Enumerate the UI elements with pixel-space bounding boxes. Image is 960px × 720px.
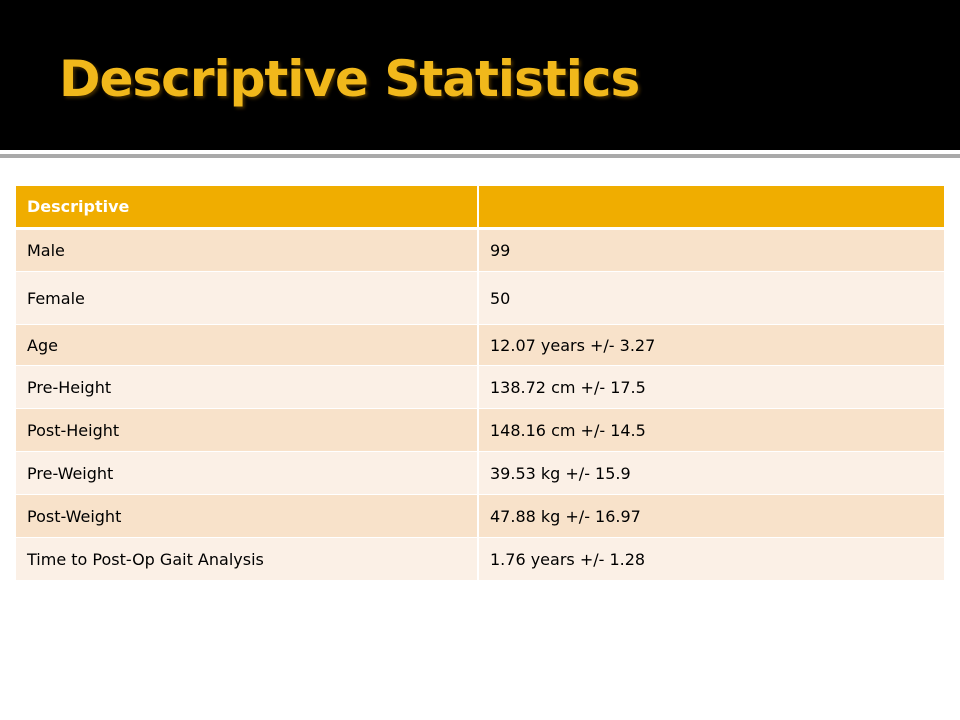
row-label: Post-Height	[16, 408, 479, 452]
table-row: Age 12.07 years +/- 3.27	[16, 324, 944, 366]
row-value: 12.07 years +/- 3.27	[478, 324, 944, 366]
row-value: 47.88 kg +/- 16.97	[478, 494, 944, 538]
title-divider-white	[0, 150, 960, 154]
row-value: 39.53 kg +/- 15.9	[478, 451, 944, 495]
table-header-row: Descriptive	[16, 186, 944, 230]
row-label: Age	[16, 324, 479, 366]
row-label: Male	[16, 228, 479, 272]
row-value: 99	[478, 228, 944, 272]
title-bar: Descriptive Statistics	[0, 0, 960, 150]
table-row: Post-Height 148.16 cm +/- 14.5	[16, 408, 944, 452]
row-label: Pre-Weight	[16, 451, 479, 495]
row-value: 50	[478, 271, 944, 325]
table-row: Pre-Height 138.72 cm +/- 17.5	[16, 365, 944, 409]
table-row: Male 99	[16, 228, 944, 272]
row-value: 1.76 years +/- 1.28	[478, 537, 944, 581]
header-cell-value	[478, 186, 944, 230]
slide-title: Descriptive Statistics	[59, 50, 640, 108]
table-row: Pre-Weight 39.53 kg +/- 15.9	[16, 451, 944, 495]
table-row: Time to Post-Op Gait Analysis 1.76 years…	[16, 537, 944, 581]
row-label: Female	[16, 271, 479, 325]
title-divider-gray	[0, 154, 960, 158]
row-label: Post-Weight	[16, 494, 479, 538]
descriptive-statistics-table: Descriptive Male 99 Female 50 Age 12.07 …	[16, 186, 944, 581]
row-value: 148.16 cm +/- 14.5	[478, 408, 944, 452]
row-value: 138.72 cm +/- 17.5	[478, 365, 944, 409]
table-row: Female 50	[16, 271, 944, 325]
row-label: Pre-Height	[16, 365, 479, 409]
row-label: Time to Post-Op Gait Analysis	[16, 537, 479, 581]
table-row: Post-Weight 47.88 kg +/- 16.97	[16, 494, 944, 538]
header-cell-descriptive: Descriptive	[16, 186, 479, 230]
